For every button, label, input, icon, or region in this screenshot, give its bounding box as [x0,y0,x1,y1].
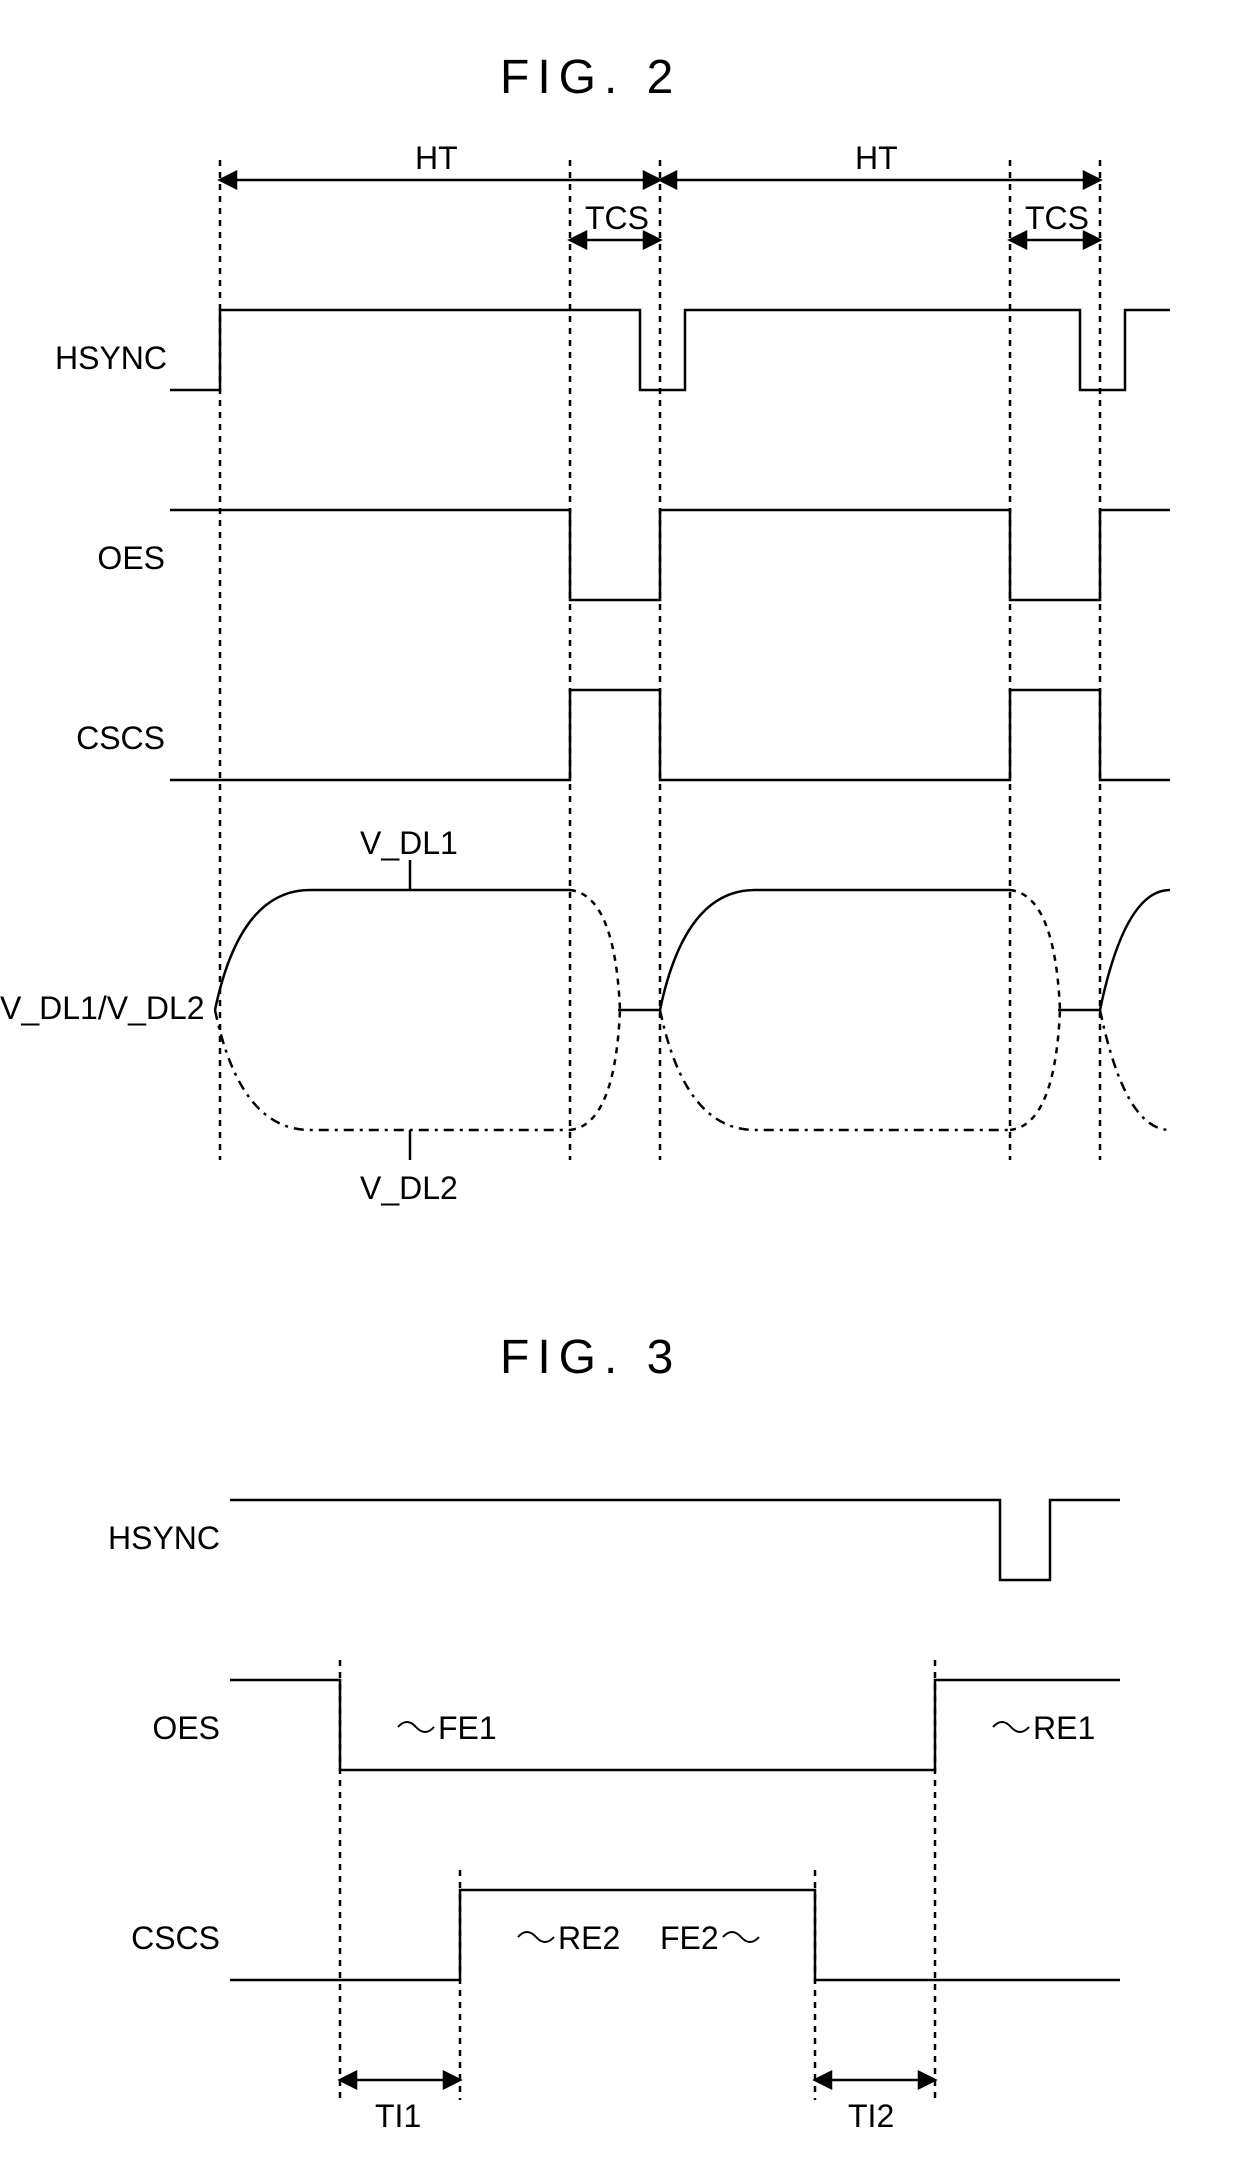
fig2-diagram [0,140,1240,1240]
fig3-cscs-label: CSCS [100,1920,220,1957]
fig3-fe1-label: FE1 [438,1710,497,1747]
fig3-fe2-label: FE2 [660,1920,719,1957]
fig3-hsync-label: HSYNC [100,1520,220,1557]
fig2-cscs-label: CSCS [55,720,165,757]
fig2-vdl2-label: V_DL2 [360,1170,458,1207]
fig3-re2-label: RE2 [558,1920,620,1957]
fig3-oes-label: OES [100,1710,220,1747]
fig2-tcs-label-2: TCS [1025,200,1089,237]
fig2-ht-label-2: HT [855,140,898,177]
fig2-oes-label: OES [55,540,165,577]
fig2-vdl1-label: V_DL1 [360,825,458,862]
fig3-re1-label: RE1 [1033,1710,1095,1747]
fig2-tcs-label-1: TCS [585,200,649,237]
fig3-title: FIG. 3 [500,1330,681,1385]
fig2-title: FIG. 2 [500,50,681,105]
fig3-ti1-label: TI1 [375,2098,421,2135]
fig2-ht-label-1: HT [415,140,458,177]
fig2-vdl-label: V_DL1/V_DL2 [0,990,200,1027]
fig2-hsync-label: HSYNC [55,340,165,377]
fig3-ti2-label: TI2 [848,2098,894,2135]
